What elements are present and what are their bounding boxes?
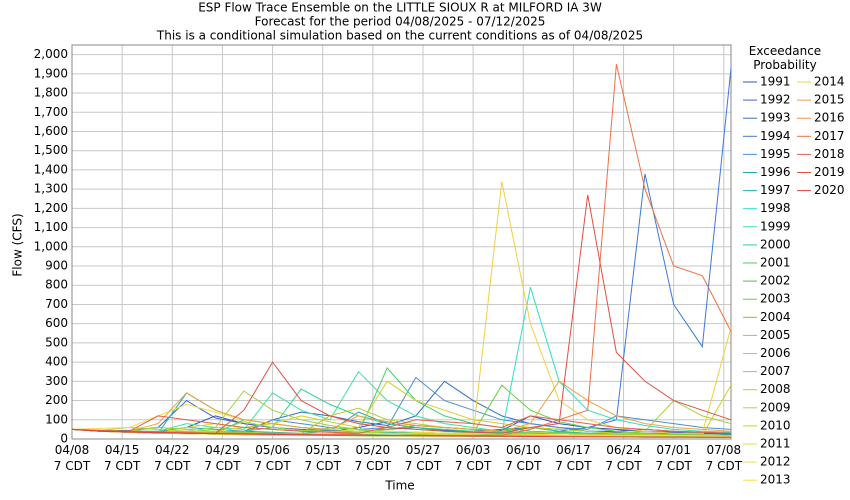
x-tick-label: 06/03 7 CDT [454, 443, 492, 473]
y-tick-label: 200 [45, 393, 68, 407]
legend-label: 1993 [760, 111, 791, 125]
x-tick-label: 04/08 7 CDT [53, 443, 91, 473]
x-tick-label: 04/29 7 CDT [204, 443, 241, 473]
y-tick-label: 400 [45, 355, 68, 369]
y-tick-label: 500 [45, 335, 68, 349]
x-tick-label: 04/15 7 CDT [103, 443, 141, 473]
plot-area [72, 45, 731, 439]
legend-title: Exceedance Probability [748, 44, 822, 72]
x-tick-label: 06/24 7 CDT [605, 443, 642, 473]
x-tick-label: 05/20 7 CDT [354, 443, 392, 473]
legend-label: 2020 [814, 183, 845, 197]
legend-label: 2003 [760, 292, 791, 306]
legend-label: 2004 [760, 310, 791, 324]
legend-label: 2015 [814, 93, 845, 107]
y-tick-label: 1,700 [34, 105, 68, 119]
legend-label: 1992 [760, 93, 791, 107]
y-tick-label: 1,100 [34, 220, 68, 234]
x-tick-label: 05/13 7 CDT [304, 443, 341, 473]
y-tick-label: 1,400 [34, 162, 68, 176]
x-tick-label: 06/17 7 CDT [555, 443, 592, 473]
legend-label: 2011 [760, 437, 791, 451]
legend-label: 2000 [760, 237, 791, 251]
y-tick-label: 1,300 [34, 182, 68, 196]
y-tick-label: 900 [45, 259, 68, 273]
y-tick-label: 1,800 [34, 86, 68, 100]
y-axis-label: Flow (CFS) [11, 213, 25, 276]
y-tick-label: 100 [45, 412, 68, 426]
y-tick-label: 800 [45, 278, 68, 292]
legend-label: 1994 [760, 129, 791, 143]
legend-label: 2017 [814, 129, 845, 143]
chart-note: This is a conditional simulation based o… [156, 29, 643, 43]
legend-label: 2019 [814, 165, 845, 179]
y-tick-label: 700 [45, 297, 68, 311]
series-line [71, 403, 732, 437]
legend-label: 2009 [760, 400, 791, 414]
legend-label: 1996 [760, 165, 791, 179]
legend-label: 2005 [760, 328, 791, 342]
series-line [71, 415, 732, 434]
legend-label: 1995 [760, 147, 791, 161]
legend-label: 1999 [760, 219, 791, 233]
legend-label: 1991 [760, 75, 791, 89]
legend-label: 2001 [760, 256, 791, 270]
legend-label: 2002 [760, 274, 791, 288]
legend-label: 1997 [760, 183, 791, 197]
x-tick-label: 04/22 7 CDT [154, 443, 191, 473]
y-tick-label: 0 [60, 432, 68, 446]
legend-label: 2007 [760, 364, 791, 378]
legend-label: 2008 [760, 382, 791, 396]
legend-label: 2014 [814, 75, 845, 89]
legend-label: 1998 [760, 201, 791, 215]
legend-label: 2006 [760, 346, 791, 360]
legend-label: 2012 [760, 455, 791, 469]
y-tick-label: 300 [45, 374, 68, 388]
y-tick-label: 1,000 [34, 239, 68, 253]
y-tick-label: 2,000 [34, 47, 68, 61]
plot-frame [71, 44, 732, 440]
chart-title: ESP Flow Trace Ensemble on the LITTLE SI… [198, 1, 602, 15]
legend-label: 2018 [814, 147, 845, 161]
chart-subtitle: Forecast for the period 04/08/2025 - 07/… [255, 15, 546, 29]
x-tick-label: 05/06 7 CDT [254, 443, 291, 473]
legend-label: 2016 [814, 111, 845, 125]
legend-title-box: Exceedance Probability [748, 44, 822, 72]
y-tick-label: 600 [45, 316, 68, 330]
x-tick-label: 07/08 7 CDT [705, 443, 743, 473]
x-tick-label: 06/10 7 CDT [505, 443, 542, 473]
y-tick-label: 1,200 [34, 201, 68, 215]
y-tick-label: 1,500 [34, 143, 68, 157]
x-tick-label: 07/01 7 CDT [655, 443, 692, 473]
legend-label: 2010 [760, 418, 791, 432]
x-tick-label: 05/27 7 CDT [404, 443, 442, 473]
x-axis-label: Time [384, 479, 414, 493]
y-tick-label: 1,900 [34, 66, 68, 80]
series-line [71, 428, 731, 438]
y-tick-label: 1,600 [34, 124, 68, 138]
legend-label: 2013 [760, 473, 791, 487]
